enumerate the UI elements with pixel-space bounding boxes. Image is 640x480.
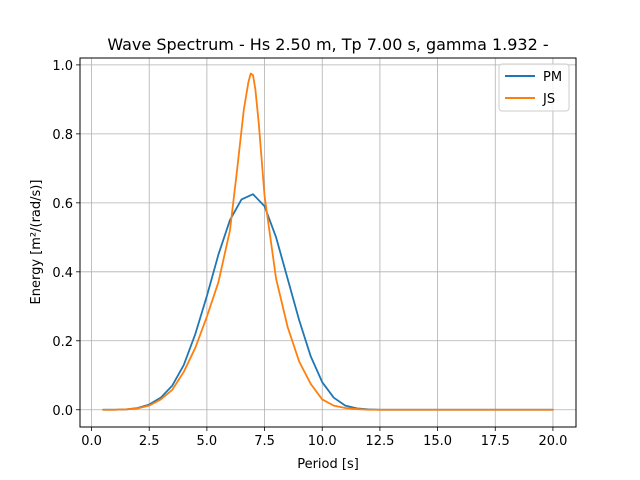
x-tick-label: 15.0: [423, 434, 452, 449]
y-tick-label: 0.4: [52, 266, 73, 281]
chart-title: Wave Spectrum - Hs 2.50 m, Tp 7.00 s, ga…: [107, 35, 548, 54]
y-tick-label: 0.8: [52, 128, 73, 143]
x-tick-label: 2.5: [139, 434, 160, 449]
legend: PM JS: [498, 63, 570, 112]
x-tick-label: 7.5: [254, 434, 275, 449]
axes-frame: [79, 57, 577, 428]
y-tick-label: 0.2: [52, 335, 73, 350]
legend-label-pm: PM: [543, 70, 562, 85]
series-layer: [102, 72, 554, 411]
y-tick-label: 1.0: [52, 59, 73, 74]
y-tick-label: 0.6: [52, 197, 73, 212]
x-tick-label: 5.0: [197, 434, 218, 449]
legend-label-js: JS: [542, 92, 555, 107]
series-line-js: [102, 72, 554, 411]
x-tick-label: 10.0: [308, 434, 337, 449]
y-tick-label: 0.0: [52, 404, 73, 419]
x-axis: 0.0 2.5 5.0 7.5 10.0 12.5 15.0 17.5 20.0: [81, 427, 567, 449]
x-tick-label: 0.0: [81, 434, 102, 449]
x-tick-label: 12.5: [365, 434, 394, 449]
x-tick-label: 20.0: [538, 434, 567, 449]
y-axis: 0.0 0.2 0.4 0.6 0.8 1.0: [52, 59, 80, 419]
x-tick-label: 17.5: [481, 434, 510, 449]
y-axis-label: Energy [m²/(rad/s)]: [29, 180, 44, 305]
x-axis-label: Period [s]: [297, 457, 359, 472]
